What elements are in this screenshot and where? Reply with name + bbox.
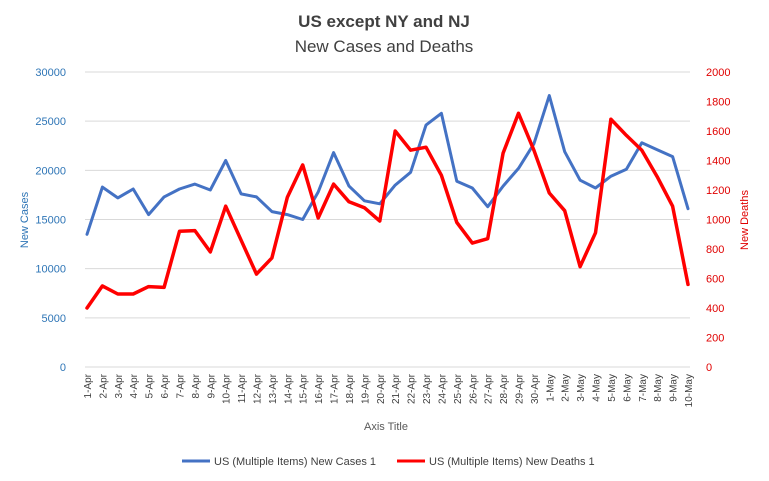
- x-tick-label: 28-Apr: [499, 373, 510, 404]
- gridlines: [85, 71, 690, 368]
- x-tick-label: 29-Apr: [514, 373, 525, 404]
- left-axis-ticks: 0 5000 10000 15000 20000 25000 30000: [35, 67, 66, 374]
- x-tick-label: 10-Apr: [222, 373, 233, 404]
- left-axis-title: New Cases: [19, 191, 31, 248]
- x-tick-label: 2-May: [561, 374, 572, 402]
- x-tick-label: 11-Apr: [237, 373, 248, 403]
- right-tick-label: 1800: [706, 97, 730, 109]
- x-tick-label: 23-Apr: [422, 373, 433, 404]
- x-tick-label: 4-Apr: [129, 373, 140, 398]
- left-tick-label: 0: [60, 362, 66, 374]
- legend: US (Multiple Items) New Cases 1 US (Mult…: [182, 456, 595, 468]
- x-tick-label: 18-Apr: [345, 373, 356, 404]
- x-tick-label: 9-May: [669, 374, 680, 402]
- x-tick-label: 3-Apr: [114, 373, 125, 398]
- x-tick-label: 3-May: [576, 374, 587, 402]
- x-tick-label: 6-Apr: [160, 373, 171, 398]
- x-tick-label: 21-Apr: [391, 373, 402, 404]
- x-tick-label: 17-Apr: [330, 373, 341, 404]
- x-tick-label: 10-May: [684, 374, 695, 407]
- right-tick-label: 1600: [706, 126, 730, 138]
- right-tick-label: 200: [706, 333, 724, 345]
- x-tick-label: 9-Apr: [206, 373, 217, 398]
- x-tick-label: 12-Apr: [253, 373, 264, 404]
- cases-series-line: [85, 94, 690, 236]
- right-tick-label: 600: [706, 274, 724, 286]
- left-tick-label: 5000: [42, 313, 66, 325]
- x-tick-label: 6-May: [622, 374, 633, 402]
- right-tick-label: 800: [706, 244, 724, 256]
- x-tick-label: 25-Apr: [453, 373, 464, 404]
- left-tick-label: 15000: [35, 215, 66, 227]
- chart-title: US except NY and NJ: [298, 12, 470, 31]
- x-tick-label: 27-Apr: [484, 373, 495, 404]
- left-tick-label: 25000: [35, 116, 66, 128]
- right-axis-title: New Deaths: [739, 190, 751, 250]
- right-tick-label: 1000: [706, 215, 730, 227]
- chart-subtitle: New Cases and Deaths: [295, 37, 474, 56]
- right-tick-label: 1200: [706, 185, 730, 197]
- deaths-series-line: [85, 111, 690, 310]
- x-tick-label: 26-Apr: [468, 373, 479, 404]
- x-tick-label: 8-Apr: [191, 373, 202, 398]
- x-tick-label: 2-Apr: [98, 373, 109, 398]
- x-tick-label: 5-Apr: [145, 373, 156, 398]
- series-lines: [85, 94, 690, 310]
- right-tick-label: 0: [706, 362, 712, 374]
- x-axis-ticks: 1-Apr 2-Apr 3-Apr 4-Apr 5-Apr 6-Apr 7-Apr 8-Apr…: [83, 373, 695, 407]
- legend-label-cases: US (Multiple Items) New Cases 1: [214, 456, 376, 468]
- x-tick-label: 1-May: [545, 374, 556, 402]
- x-tick-label: 16-Apr: [314, 373, 325, 404]
- legend-label-deaths: US (Multiple Items) New Deaths 1: [429, 456, 595, 468]
- x-tick-label: 4-May: [592, 374, 603, 402]
- x-tick-label: 13-Apr: [268, 373, 279, 404]
- right-tick-label: 2000: [706, 67, 730, 79]
- x-tick-label: 30-Apr: [530, 373, 541, 404]
- left-tick-label: 20000: [35, 165, 66, 177]
- x-tick-label: 5-May: [607, 374, 618, 402]
- x-tick-label: 7-Apr: [175, 373, 186, 398]
- x-tick-label: 14-Apr: [283, 373, 294, 404]
- left-tick-label: 30000: [35, 67, 66, 79]
- x-tick-label: 1-Apr: [83, 373, 94, 398]
- x-tick-label: 19-Apr: [360, 373, 371, 404]
- right-tick-label: 400: [706, 303, 724, 315]
- left-tick-label: 10000: [35, 264, 66, 276]
- x-tick-label: 7-May: [638, 374, 649, 402]
- right-axis-ticks: 0 200 400 600 800 1000 1200 1400 1600 1800 2000: [706, 67, 730, 374]
- x-tick-label: 8-May: [653, 374, 664, 402]
- x-tick-label: 24-Apr: [437, 373, 448, 404]
- x-tick-label: 20-Apr: [376, 373, 387, 404]
- x-axis-title: Axis Title: [364, 421, 408, 433]
- x-tick-label: 15-Apr: [299, 373, 310, 404]
- right-tick-label: 1400: [706, 156, 730, 168]
- x-tick-label: 22-Apr: [407, 373, 418, 404]
